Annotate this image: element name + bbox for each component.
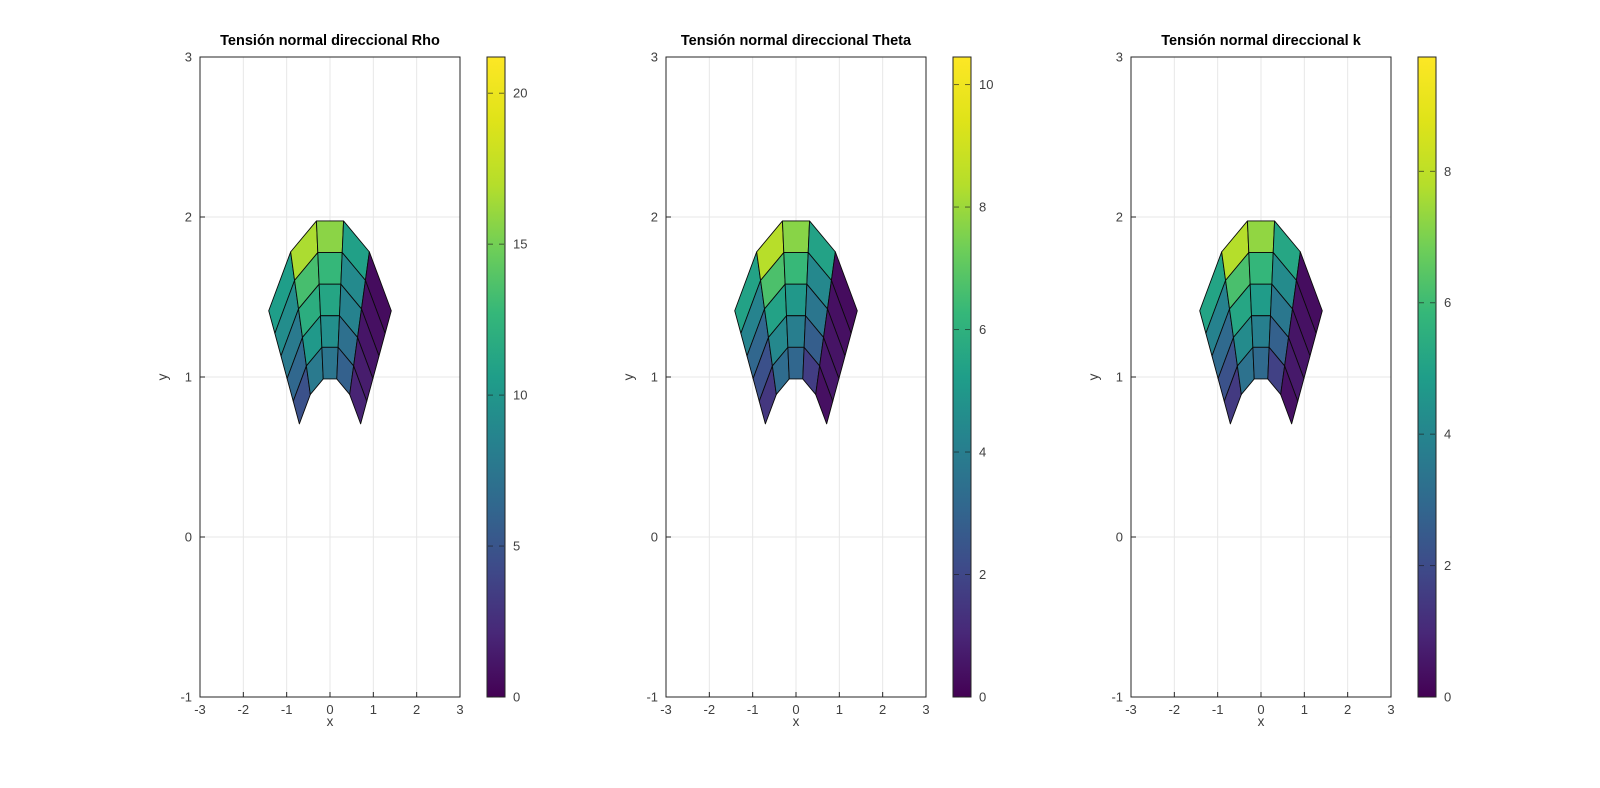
x-tick-label: 1: [1301, 702, 1308, 717]
y-tick-label: 2: [651, 210, 658, 225]
x-tick-label: -1: [747, 702, 759, 717]
mesh-face: [320, 315, 340, 348]
xlabel-theta: x: [793, 714, 800, 729]
x-tick-label: -2: [238, 702, 250, 717]
y-tick-label: 2: [1116, 210, 1123, 225]
plot-title-k: Tensión normal direccional k: [1161, 33, 1361, 49]
y-tick-label: 3: [185, 50, 192, 65]
mesh-face: [321, 346, 339, 380]
plot-title-theta: Tensión normal direccional Theta: [681, 33, 912, 49]
mesh-face: [317, 252, 343, 285]
axes-k: -3 -2 -1 0 1 2 3 -1 0 1 2 3 0 2 4 6 8: [1111, 50, 1451, 718]
colorbar-tick-label: 0: [1444, 690, 1451, 705]
x-tick-label: 2: [879, 702, 886, 717]
axes-rho: -3 -2 -1 0 1 2 3 -1 0 1 2 3 0 5 10 15 20: [180, 50, 527, 718]
mesh-face: [784, 283, 808, 317]
x-tick-label: 1: [370, 702, 377, 717]
x-tick-label: 3: [1387, 702, 1394, 717]
colorbar-tick-label: 2: [979, 567, 986, 582]
mesh-face: [318, 283, 342, 317]
colorbar-tick-label: 8: [1444, 164, 1451, 179]
x-tick-label: 3: [456, 702, 463, 717]
colorbar: [1417, 56, 1437, 698]
y-tick-label: -1: [646, 690, 658, 705]
y-tick-label: 2: [185, 210, 192, 225]
mesh-face: [815, 365, 834, 425]
colorbar-tick-label: 8: [979, 200, 986, 215]
x-tick-label: 2: [1344, 702, 1351, 717]
mesh-face: [1249, 283, 1273, 317]
plot-panel-theta: -3 -2 -1 0 1 2 3 -1 0 1 2 3 0 2 4 6 8 10 Tensión normal d…: [621, 33, 993, 729]
plot-title-rho: Tensión normal direccional Rho: [220, 33, 440, 49]
x-tick-label: 0: [792, 702, 799, 717]
mesh-face: [787, 346, 805, 380]
y-tick-label: 1: [185, 370, 192, 385]
mesh-face: [1251, 315, 1271, 348]
y-tick-label: 3: [651, 50, 658, 65]
mesh-face: [349, 365, 368, 425]
x-tick-label: -2: [704, 702, 716, 717]
y-tick-label: 1: [651, 370, 658, 385]
colorbar: [952, 56, 972, 698]
xlabel-rho: x: [327, 714, 334, 729]
mesh-face: [1252, 346, 1270, 380]
colorbar-tick-label: 6: [979, 322, 986, 337]
mesh-face: [786, 315, 806, 348]
x-tick-label: -3: [660, 702, 672, 717]
x-tick-label: 0: [326, 702, 333, 717]
x-tick-label: 0: [1257, 702, 1264, 717]
mesh-face: [1248, 252, 1274, 285]
colorbar-tick-label: 15: [513, 237, 527, 252]
mesh-face: [1246, 220, 1276, 254]
x-tick-label: 3: [922, 702, 929, 717]
plot-panel-rho: -3 -2 -1 0 1 2 3 -1 0 1 2 3 0 5 10 15 20 Tensión normal …: [155, 33, 527, 729]
axes-theta: -3 -2 -1 0 1 2 3 -1 0 1 2 3 0 2 4 6 8 10: [646, 50, 993, 718]
mesh-face: [1280, 365, 1299, 425]
mesh-face: [315, 220, 345, 254]
mesh-face: [781, 220, 811, 254]
y-tick-label: -1: [180, 690, 192, 705]
colorbar-tick-label: 20: [513, 86, 527, 101]
colorbar-tick-label: 4: [1444, 427, 1451, 442]
x-tick-label: -3: [194, 702, 206, 717]
y-tick-label: 0: [1116, 530, 1123, 545]
x-tick-label: 2: [413, 702, 420, 717]
x-tick-label: -2: [1169, 702, 1181, 717]
colorbar-tick-label: 0: [513, 690, 520, 705]
ylabel-theta: y: [621, 373, 636, 380]
ylabel-k: y: [1086, 373, 1101, 380]
plot-panel-k: -3 -2 -1 0 1 2 3 -1 0 1 2 3 0 2 4 6 8 Tensión normal dir…: [1086, 33, 1451, 729]
ylabel-rho: y: [155, 373, 170, 380]
y-tick-label: 0: [651, 530, 658, 545]
colorbar-tick-label: 0: [979, 690, 986, 705]
colorbar-tick-label: 5: [513, 539, 520, 554]
colorbar-tick-label: 10: [979, 77, 993, 92]
colorbar-tick-label: 4: [979, 445, 986, 460]
y-tick-label: 1: [1116, 370, 1123, 385]
y-tick-label: 3: [1116, 50, 1123, 65]
colorbar-tick-label: 10: [513, 388, 527, 403]
x-tick-label: -3: [1125, 702, 1137, 717]
x-tick-label: -1: [1212, 702, 1224, 717]
y-tick-label: -1: [1111, 690, 1123, 705]
x-tick-label: 1: [836, 702, 843, 717]
colorbar-tick-label: 2: [1444, 558, 1451, 573]
xlabel-k: x: [1258, 714, 1265, 729]
mesh-face: [783, 252, 809, 285]
y-tick-label: 0: [185, 530, 192, 545]
x-tick-label: -1: [281, 702, 293, 717]
colorbar-tick-label: 6: [1444, 295, 1451, 310]
colorbar: [486, 56, 506, 698]
